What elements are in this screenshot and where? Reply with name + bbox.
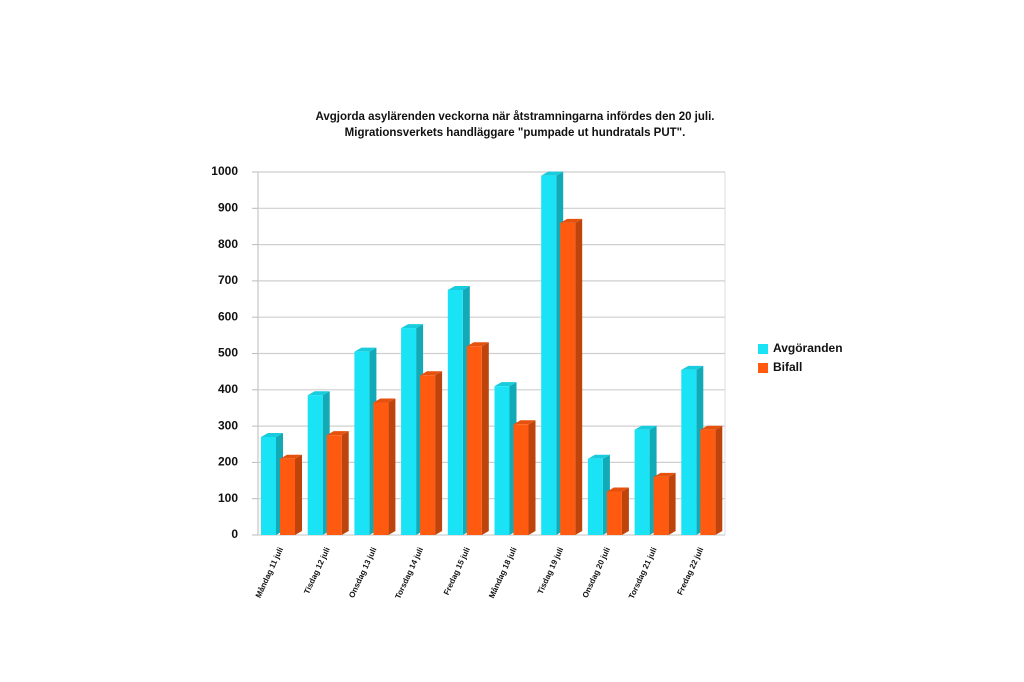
bar-top <box>466 342 489 347</box>
bar-top <box>513 420 536 425</box>
bar <box>541 175 557 535</box>
legend-label: Bifall <box>773 360 802 374</box>
bar <box>466 346 482 535</box>
bar <box>494 386 510 535</box>
y-tick-label: 100 <box>218 491 238 505</box>
bar-side <box>668 472 676 535</box>
y-tick-label: 0 <box>231 527 238 541</box>
bar-top <box>326 431 349 436</box>
bar-top <box>560 218 583 223</box>
legend-swatch <box>758 344 768 354</box>
bar-top <box>700 425 723 430</box>
bar-top <box>653 472 676 477</box>
bar-side <box>481 342 489 535</box>
x-tick-label: Onsdag 20 juli <box>581 546 612 599</box>
x-tick-label: Fredag 22 juli <box>675 546 705 597</box>
bar-side <box>295 454 302 535</box>
y-tick-label: 200 <box>218 455 238 469</box>
bar-top <box>261 432 283 437</box>
bar <box>587 458 603 535</box>
bar-top <box>681 365 704 370</box>
bar-top <box>401 324 424 329</box>
bar-top <box>606 487 629 492</box>
bar <box>401 328 417 535</box>
legend-swatch <box>758 363 768 373</box>
legend-label: Avgöranden <box>773 341 843 355</box>
x-tick-label: Fredag 15 juli <box>442 546 472 597</box>
bar <box>307 395 323 535</box>
x-tick-label: Måndag 11 juli <box>254 546 285 599</box>
bar-side <box>528 420 536 535</box>
bar <box>447 289 463 535</box>
y-tick-label: 400 <box>218 382 238 396</box>
chart-title: Avgjorda asylärenden veckorna när åtstra… <box>315 111 714 123</box>
x-tick-label: Tisdag 12 juli <box>302 546 332 596</box>
bar-side <box>388 398 396 535</box>
bar-top <box>280 454 302 459</box>
bar <box>634 429 650 535</box>
x-tick-label: Tisdag 19 juli <box>536 546 566 596</box>
bar <box>681 369 697 535</box>
bar <box>560 222 576 535</box>
bar-side <box>575 218 583 535</box>
bar-top <box>541 171 564 176</box>
bar-top <box>634 425 657 430</box>
bar <box>700 429 716 535</box>
bar <box>606 491 622 535</box>
y-tick-label: 600 <box>218 309 238 323</box>
chart-subtitle: Migrationsverkets handläggare "pumpade u… <box>345 127 686 139</box>
bar-top <box>307 391 330 396</box>
bar-top <box>587 454 610 459</box>
y-tick-label: 500 <box>218 346 238 360</box>
bar <box>280 458 295 535</box>
bar-side <box>621 487 629 535</box>
bar <box>261 436 276 535</box>
bar <box>326 435 342 535</box>
bar-side <box>715 425 723 535</box>
y-tick-label: 800 <box>218 237 238 251</box>
x-tick-label: Torsdag 14 juli <box>393 546 425 600</box>
y-tick-label: 700 <box>218 273 238 287</box>
bar-top <box>420 371 443 376</box>
x-tick-label: Måndag 18 juli <box>487 546 518 600</box>
bar <box>653 476 669 535</box>
x-tick-label: Onsdag 13 juli <box>347 546 378 599</box>
bar <box>354 351 370 535</box>
bar <box>420 375 436 535</box>
y-tick-label: 1000 <box>211 164 238 178</box>
y-tick-label: 300 <box>218 418 238 432</box>
bar-top <box>494 382 517 387</box>
bar <box>513 424 529 535</box>
bar-top <box>373 398 396 403</box>
bar-top <box>354 347 377 352</box>
bar <box>373 402 389 535</box>
y-tick-label: 900 <box>218 200 238 214</box>
bar-side <box>341 431 349 535</box>
bar-top <box>447 285 470 290</box>
bar-side <box>435 371 443 535</box>
x-tick-label: Torsdag 21 juli <box>627 546 659 600</box>
